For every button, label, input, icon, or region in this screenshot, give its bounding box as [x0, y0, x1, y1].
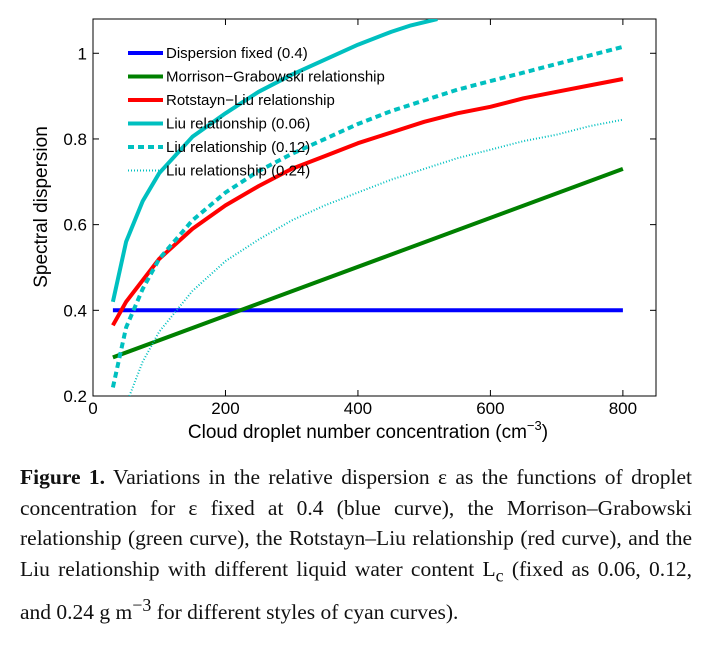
- x-tick-label: 0: [88, 399, 97, 418]
- x-tick-label: 400: [344, 399, 372, 418]
- series-line-4: [110, 19, 438, 303]
- y-tick-label: 0.8: [63, 130, 87, 149]
- caption-label: Figure 1.: [20, 465, 106, 489]
- chart: 0 200 400 600 800 0.2 0.4 0.6 0.8 1 Dispersion fi…: [31, 18, 657, 443]
- x-axis-title-end: ): [542, 422, 548, 443]
- series-line-3: [111, 77, 624, 327]
- legend-label-2: Morrison−Grabowski relationship: [166, 69, 385, 86]
- series-line-6: [128, 118, 624, 396]
- series-line-2: [112, 167, 624, 360]
- caption-sup: −3: [132, 595, 152, 616]
- y-tick-label: 0.6: [63, 216, 87, 235]
- y-axis-title: Spectral dispersion: [31, 126, 52, 288]
- caption-text-tail: for different styles of cyan curves).: [156, 600, 459, 625]
- legend-label-3: Rotstayn−Liu relationship: [166, 92, 335, 109]
- axis-ticks: 0 200 400 600 800 0.2 0.4 0.6 0.8 1: [63, 19, 656, 418]
- y-tick-label: 0.2: [63, 387, 87, 406]
- series-line-5: [110, 44, 624, 388]
- caption-text: Variations in the relative dispersion ε …: [20, 465, 692, 581]
- x-axis-title: Cloud droplet number concentration (cm−3…: [188, 418, 548, 443]
- caption-text-end: (fixed as 0.06, 0.12, and 0.24 g m: [20, 556, 692, 625]
- figure-caption: Figure 1. Variations in the relative dis…: [20, 462, 692, 628]
- caption-sub: c: [495, 564, 504, 585]
- y-tick-label: 0.4: [63, 301, 87, 320]
- plot-frame: [92, 18, 657, 397]
- legend-label-5: Liu relationship (0.12): [166, 139, 310, 156]
- x-axis-title-sup: −3: [527, 418, 542, 433]
- legend: Dispersion fixed (0.4) Morrison−Grabowski…: [128, 45, 385, 180]
- x-tick-label: 200: [211, 399, 239, 418]
- x-tick-label: 800: [609, 399, 637, 418]
- x-axis-title-main: Cloud droplet number concentration (cm: [188, 422, 527, 443]
- legend-label-1: Dispersion fixed (0.4): [166, 45, 308, 62]
- series-layer: [110, 19, 624, 396]
- y-tick-label: 1: [78, 44, 87, 63]
- legend-label-4: Liu relationship (0.06): [166, 116, 310, 133]
- x-tick-label: 600: [476, 399, 504, 418]
- legend-label-6: Liu relationship (0.24): [166, 163, 310, 180]
